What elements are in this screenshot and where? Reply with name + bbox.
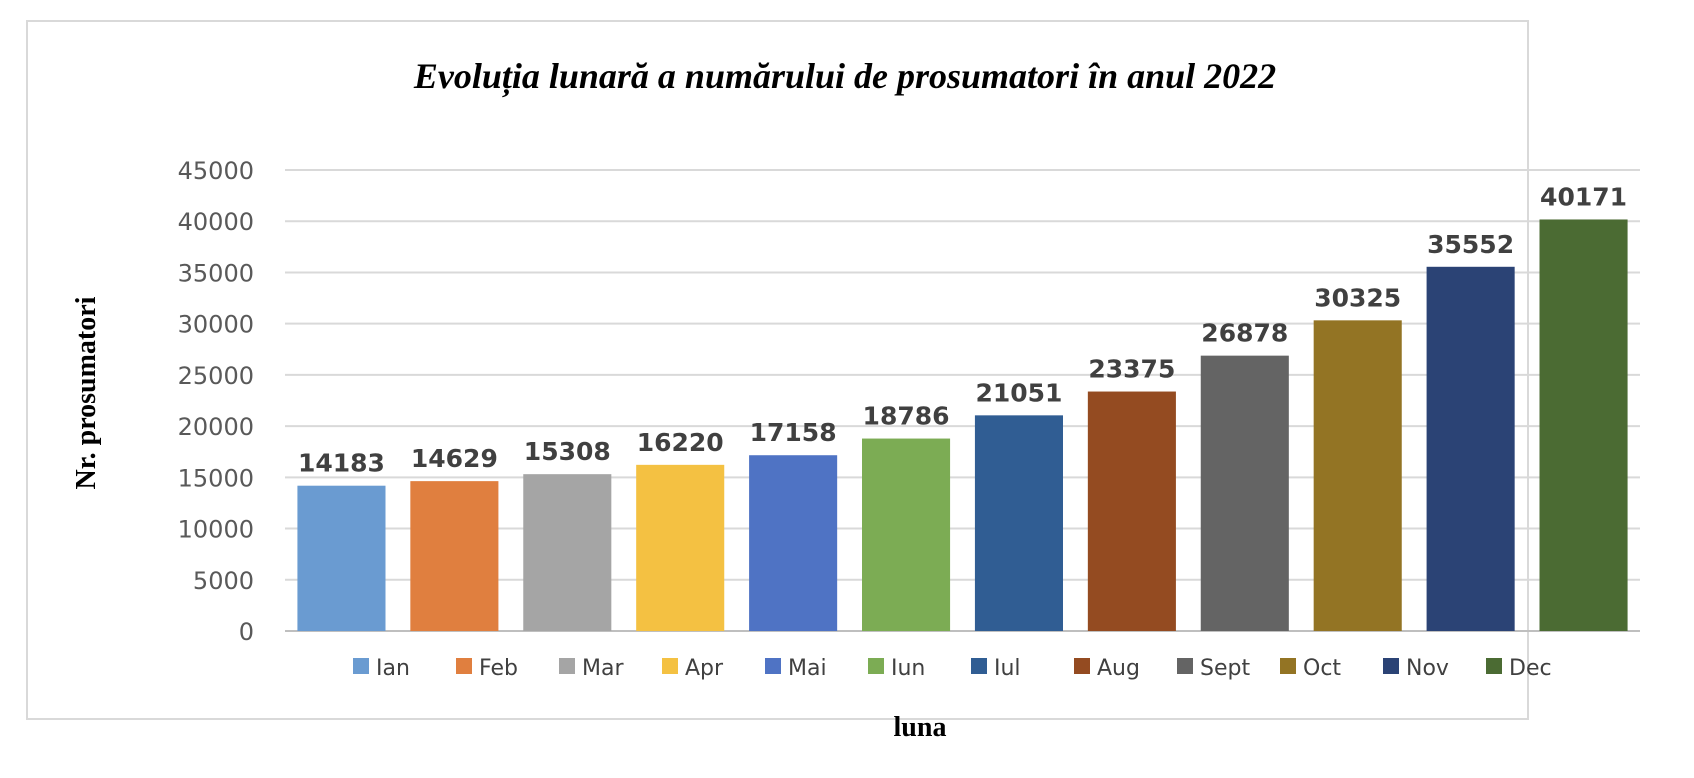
legend-label: Aug [1097,656,1140,681]
y-tick-label: 35000 [178,259,254,287]
legend-item-iul: Iul [971,656,1021,681]
chart-title: Evoluția lunară a numărului de prosumato… [413,56,1276,97]
bar-sept [1200,355,1289,631]
y-tick-label: 5000 [193,567,254,595]
bar-iun [862,438,951,631]
legend-label: Nov [1406,656,1449,681]
data-label: 21051 [975,378,1062,407]
data-labels: 14183 14629 15308 16220 17158 18786 21051 23375… [298,182,1627,477]
bars [297,219,1628,631]
legend-swatch [662,658,678,674]
legend-label: Iul [994,656,1021,681]
y-tick-label: 45000 [178,157,254,185]
bar-dec [1539,219,1628,631]
data-label: 14629 [411,444,498,473]
legend-label: Sept [1200,656,1250,681]
legend-swatch [1177,658,1193,674]
y-axis-ticks: 0 5000 10000 15000 20000 25000 30000 35000 40000… [178,157,254,646]
legend-swatch [1280,658,1296,674]
data-label: 40171 [1540,182,1627,211]
legend-item-oct: Oct [1280,656,1341,681]
legend-swatch [1074,658,1090,674]
data-label: 23375 [1088,355,1175,384]
legend-swatch [868,658,884,674]
legend-item-dec: Dec [1486,656,1552,681]
legend-label: Ian [376,656,410,681]
legend-item-iun: Iun [868,656,925,681]
legend-label: Iun [891,656,925,681]
bar-feb [410,481,499,631]
bar-ian [297,485,386,631]
y-tick-label: 0 [239,618,254,646]
bar-aug [1087,391,1176,631]
data-label: 17158 [750,418,837,447]
legend-swatch [559,658,575,674]
data-label: 16220 [637,428,724,457]
legend-swatch [971,658,987,674]
bar-oct [1313,320,1402,631]
legend-label: Oct [1303,656,1341,681]
data-label: 26878 [1201,319,1288,348]
bar-nov [1426,266,1515,631]
y-tick-label: 30000 [178,311,254,339]
legend-item-mai: Mai [765,656,827,681]
data-label: 30325 [1314,283,1401,312]
gridlines [285,169,1640,632]
legend-swatch [1486,658,1502,674]
y-tick-label: 10000 [178,516,254,544]
y-tick-label: 20000 [178,413,254,441]
y-tick-label: 40000 [178,208,254,236]
legend-item-ian: Ian [353,656,410,681]
legend-swatch [353,658,369,674]
y-axis-title: Nr. prosumatori [71,296,102,489]
legend-label: Apr [685,656,724,681]
legend-item-aug: Aug [1074,656,1140,681]
legend-label: Mai [788,656,827,681]
legend-item-feb: Feb [456,656,518,681]
legend-item-mar: Mar [559,656,624,681]
bar-mai [749,455,838,631]
y-tick-label: 15000 [178,464,254,492]
bar-apr [636,464,725,631]
legend-item-sept: Sept [1177,656,1250,681]
legend-swatch [765,658,781,674]
legend-swatch [456,658,472,674]
data-label: 14183 [298,449,385,478]
data-label: 15308 [524,437,611,466]
legend-label: Feb [479,656,518,681]
bar-mar [523,474,612,631]
bar-iul [974,415,1063,631]
legend: Ian Feb Mar Apr Mai Iun Iul Aug Sept Oct Nov Dec [353,656,1552,681]
legend-label: Mar [582,656,624,681]
data-label: 18786 [863,402,950,431]
y-tick-label: 25000 [178,362,254,390]
legend-label: Dec [1509,656,1552,681]
data-label: 35552 [1427,230,1514,259]
legend-item-apr: Apr [662,656,724,681]
x-axis-title: luna [894,712,947,743]
legend-swatch [1383,658,1399,674]
legend-item-nov: Nov [1383,656,1449,681]
